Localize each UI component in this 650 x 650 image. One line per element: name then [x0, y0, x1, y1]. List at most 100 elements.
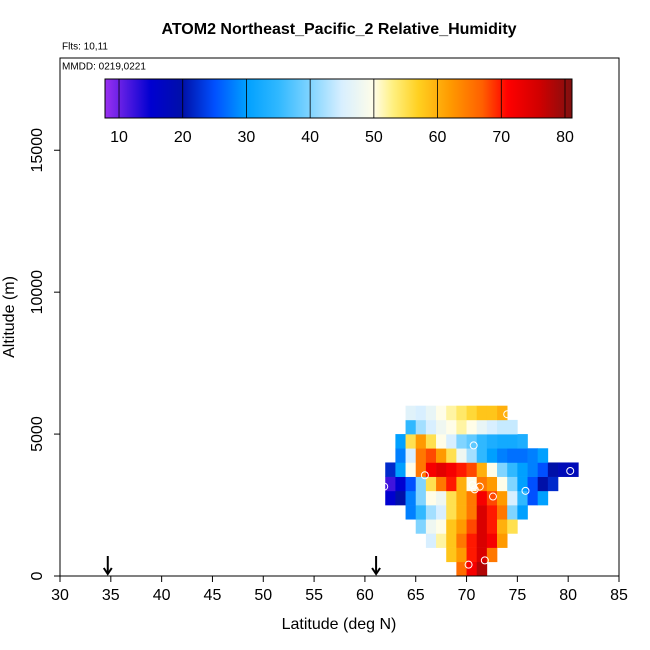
colorbar-tick-label: 20: [174, 129, 192, 146]
cell: [547, 462, 559, 477]
chart-title: ATOM2 Northeast_Pacific_2 Relative_Humid…: [161, 21, 516, 38]
cell: [476, 448, 488, 463]
cell: [425, 405, 437, 421]
cell: [456, 419, 467, 435]
cell: [405, 434, 417, 449]
cell: [446, 419, 457, 435]
x-tick-label: 40: [153, 587, 171, 604]
cell: [486, 490, 498, 506]
cell: [415, 419, 427, 435]
cell: [517, 476, 528, 492]
cell: [486, 434, 498, 449]
cell: [537, 448, 549, 463]
x-tick-label: 50: [254, 587, 272, 604]
cell: [497, 533, 508, 548]
cell: [395, 490, 406, 506]
cell: [456, 547, 467, 563]
sample-point: [380, 482, 389, 491]
cell: [476, 505, 488, 520]
cell: [507, 434, 518, 449]
cell: [436, 533, 447, 548]
sample-point: [480, 556, 489, 565]
cell: [415, 405, 427, 421]
cell: [425, 476, 437, 492]
cell: [517, 490, 528, 506]
x-tick-label: 55: [305, 587, 323, 604]
cell: [405, 419, 417, 435]
arrow-head: [371, 567, 381, 576]
cell: [446, 490, 457, 506]
x-tick-label: 45: [204, 587, 222, 604]
cell: [385, 462, 396, 477]
colorbar-tick-label: 70: [492, 129, 510, 146]
colorbar-tick-label: 50: [365, 129, 383, 146]
arrow-head: [102, 567, 113, 576]
annotation: MMDD: 0219,0221: [62, 62, 146, 73]
cell: [476, 519, 488, 534]
cell: [425, 505, 437, 520]
cell: [446, 462, 457, 477]
cell: [507, 448, 518, 463]
cell: [436, 490, 447, 506]
x-axis-label: Latitude (deg N): [282, 616, 397, 633]
cell: [466, 476, 478, 492]
cell: [415, 434, 427, 449]
sample-point: [503, 410, 512, 419]
cell: [527, 448, 538, 463]
cell: [415, 505, 427, 520]
cell: [436, 434, 447, 449]
cell: [486, 547, 498, 563]
cell: [537, 490, 549, 506]
cell: [456, 476, 467, 492]
cell: [558, 462, 569, 477]
cell: [425, 448, 437, 463]
cell: [436, 405, 447, 421]
cell: [446, 533, 457, 548]
cell: [497, 505, 508, 520]
cell: [446, 448, 457, 463]
cell: [456, 533, 467, 548]
sample-point: [469, 441, 478, 450]
sample-point: [488, 492, 497, 501]
cell: [415, 462, 427, 477]
cell: [446, 505, 457, 520]
cell: [466, 462, 478, 477]
cell: [436, 519, 447, 534]
y-tick-label: 0: [29, 571, 46, 580]
cell: [497, 405, 508, 421]
cell: [405, 505, 417, 520]
cell: [446, 519, 457, 534]
cell: [466, 547, 478, 563]
cell: [446, 434, 457, 449]
cell: [517, 505, 528, 520]
cell: [476, 434, 488, 449]
cell: [456, 434, 467, 449]
x-tick-label: 35: [102, 587, 120, 604]
cell: [425, 490, 437, 506]
cell: [385, 476, 396, 492]
cell: [456, 490, 467, 506]
cell: [466, 505, 478, 520]
x-tick-label: 65: [407, 587, 425, 604]
cell: [466, 519, 478, 534]
cell: [507, 519, 518, 534]
sample-point: [470, 485, 479, 494]
cell: [456, 462, 467, 477]
plot-frame: [59, 57, 620, 577]
cell: [507, 476, 518, 492]
cell: [456, 448, 467, 463]
x-tick-label: 70: [458, 587, 476, 604]
sample-point: [521, 486, 530, 495]
cell: [395, 448, 406, 463]
cell: [405, 490, 417, 506]
cell: [476, 490, 488, 506]
cell: [486, 462, 498, 477]
cell: [405, 462, 417, 477]
cell: [466, 533, 478, 548]
sample-point: [566, 466, 575, 475]
y-axis-label: Altitude (m): [1, 276, 18, 358]
cell: [527, 462, 538, 477]
cell: [497, 490, 508, 506]
cell: [476, 561, 488, 577]
cell: [476, 405, 488, 421]
